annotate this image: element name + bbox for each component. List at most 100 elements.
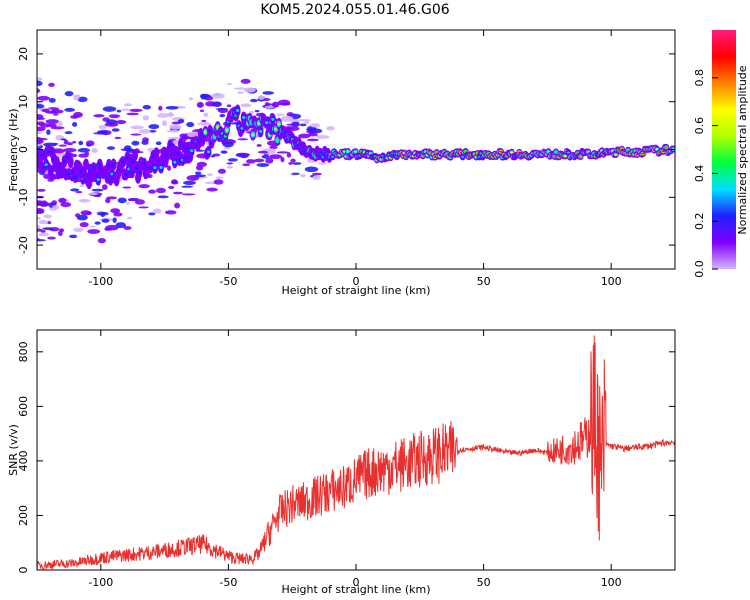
spectrogram-noise-cell [317,162,327,165]
spectrogram-noise-cell [77,148,91,153]
spectrogram-noise-cell [89,225,96,228]
spectrogram-noise-cell [142,104,151,110]
spectrogram-noise-cell [91,188,104,192]
spectrogram-noise-cell [37,80,43,87]
spectrogram-noise-cell [155,141,162,146]
spectrogram-noise-cell [290,158,296,163]
spectrogram-noise-cell [37,88,41,94]
spectrogram-noise-cell [194,171,202,175]
spectrogram-band-core [330,155,335,158]
spectrogram-noise-cell [37,217,42,220]
spectrogram-band-core [275,138,279,142]
spectrogram-noise-cell [121,108,130,111]
spectrogram-noise-cell [173,191,183,195]
spectrogram-noise-cell [245,159,256,164]
spectrogram-noise-cell [169,123,182,130]
spectrogram-noise-cell [84,151,90,156]
spectrogram-noise-cell [206,173,213,177]
spectrogram-noise-cell [306,138,319,142]
spectrogram-noise-cell [254,158,265,163]
spectrogram-noise-cell [80,210,92,216]
spectrogram-band-core [274,127,278,131]
spectrogram-noise-cell [58,197,67,204]
spectrogram-noise-cell [101,218,110,223]
spectrogram-noise-cell [93,114,105,118]
spectrogram-noise-cell [148,124,160,130]
spectrogram-ytick-label: 0 [17,146,30,153]
spectrogram-noise-cell [37,224,41,230]
spectrogram-noise-cell [113,212,123,217]
snr-xtick-label: 100 [601,576,622,589]
snr-x-label: Height of straight line (km) [281,583,430,596]
spectrogram-noise-cell [292,162,302,165]
spectrogram-noise-cell [206,187,218,192]
spectrogram-noise-cell [116,109,122,113]
spectrogram-band-core [66,155,70,159]
spectrogram-noise-cell [256,163,270,167]
spectrogram-noise-cell [183,180,196,185]
snr-xtick-label: -50 [219,576,237,589]
spectrogram-band-core [203,130,208,134]
spectrogram-noise-cell [174,202,181,209]
spectrogram-band-core [130,170,134,174]
spectrogram-band-core [554,151,558,153]
spectrogram-band-core [614,153,618,156]
spectrogram-ytick-label: -20 [17,236,30,254]
snr-y-axis: 0 200 400 600 800 [17,341,675,574]
spectrogram-noise-cell [112,217,117,223]
spectrogram-noise-cell [240,78,251,84]
spectrogram-noise-cell [78,140,84,146]
snr-ytick-label: 800 [17,341,30,362]
spectrogram-noise-cell [97,238,106,244]
spectrogram-band-core [258,129,263,133]
spectrogram-band-core [159,166,163,170]
spectrogram-noise-cell [280,102,291,106]
spectrogram-band-core [661,150,665,153]
spectrogram-noise-cell [280,156,285,163]
spectrogram-noise-cell [215,107,229,111]
spectrogram-noise-cell [166,129,180,133]
spectrogram-noise-cell [298,133,311,139]
spectrogram-noise-cell [203,112,209,117]
snr-y-label: SNR (v/v) [7,424,20,476]
spectrogram-band-core [137,170,142,174]
spectrogram-noise-cell [123,103,132,107]
spectrogram-noise-cell [98,124,107,130]
spectrogram-noise-cell [262,91,274,95]
spectrogram-band-core [271,117,275,121]
spectrogram-band-core [69,160,73,164]
spectrogram-noise-cell [111,128,120,132]
spectrogram-noise-cell [96,130,108,135]
spectrogram-band-core [641,152,645,155]
spectrogram-noise-cell [226,83,233,86]
spectrogram-band-core [499,150,503,153]
spectrogram-noise-cell [37,95,50,101]
spectrogram-noise-cell [261,154,270,159]
spectrogram-noise-cell [101,184,108,191]
spectrogram-noise-cell [286,123,299,126]
spectrogram-noise-cell [138,206,149,209]
spectrogram-band-core [55,160,59,164]
spectrogram-band-core [563,155,567,157]
spectrogram-noise-cell [304,120,310,124]
spectrogram-noise-cell [50,126,65,130]
spectrogram-x-axis: -100 -50 0 50 100 [88,30,622,288]
spectrogram-noise-cell [43,214,52,219]
spectrogram-noise-cell [79,222,89,228]
spectrogram-noise-cell [286,152,292,158]
spectrogram-band-core [277,122,281,126]
spectrogram-noise-cell [263,148,276,152]
spectrogram-noise-cell [117,197,127,204]
spectrogram-noise-cell [66,142,74,146]
spectrogram-noise-cell [77,96,88,103]
spectrogram-noise-cell [254,109,260,113]
spectrogram-band-core [84,163,88,167]
spectrogram-noise-cell [181,185,194,188]
spectrogram-noise-cell [72,122,78,127]
spectrogram-noise-cell [168,111,173,118]
spectrogram-noise-cell [97,211,109,216]
spectrogram-band-core [206,150,211,154]
spectrogram-noise-cell [158,105,163,111]
spectrogram-band-core [251,133,255,137]
spectrogram-band-core [73,175,77,179]
